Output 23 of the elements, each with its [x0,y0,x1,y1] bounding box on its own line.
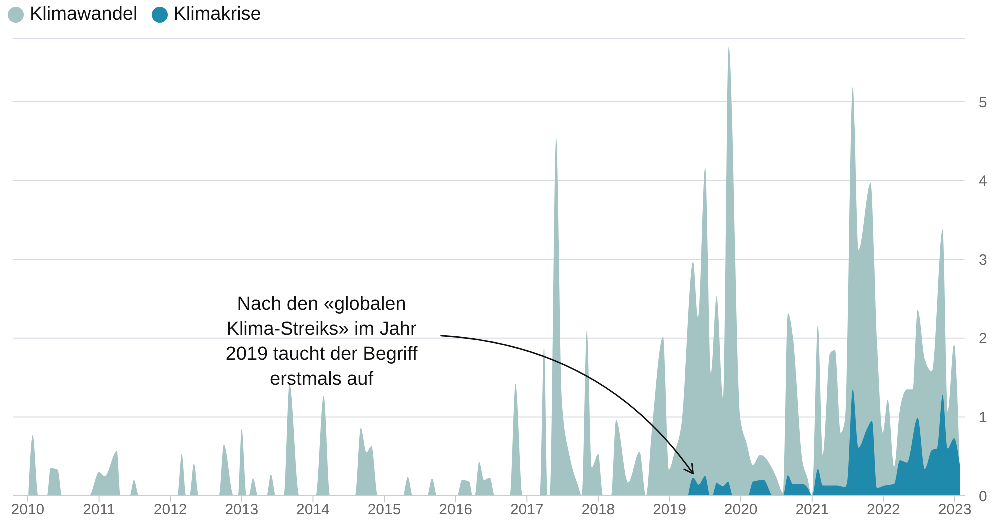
x-tick-label: 2018 [582,502,616,519]
x-tick-label: 2019 [653,502,686,519]
x-tick-label: 2020 [724,502,758,519]
x-tick-label: 2015 [368,502,402,519]
x-tick-label: 2016 [439,502,473,519]
legend-label: Klimakrise [174,4,262,26]
legend-label: Klimawandel [30,4,138,26]
x-tick-label: 2012 [154,502,188,519]
y-tick-label: 3 [979,252,988,269]
annotation: Nach den «globalen Klima-Streiks» im Jahr 2019 taucht der Begriff erstmals auf [224,292,419,392]
y-tick-label: 5 [979,94,988,112]
y-tick-label: 4 [979,173,988,190]
x-tick-label: 2023 [938,502,972,519]
x-tick-label: 2010 [11,502,45,519]
x-tick-label: 2013 [225,502,259,519]
x-tick-label: 2017 [510,502,544,519]
y-tick-label: 1 [979,410,988,427]
y-tick-label: 2 [979,330,988,348]
x-tick-label: 2021 [796,502,830,519]
x-tick-label: 2011 [83,502,116,519]
x-tick-label: 2014 [296,502,330,519]
y-tick-label: 0 [979,488,988,506]
x-tick-label: 2022 [867,502,900,519]
